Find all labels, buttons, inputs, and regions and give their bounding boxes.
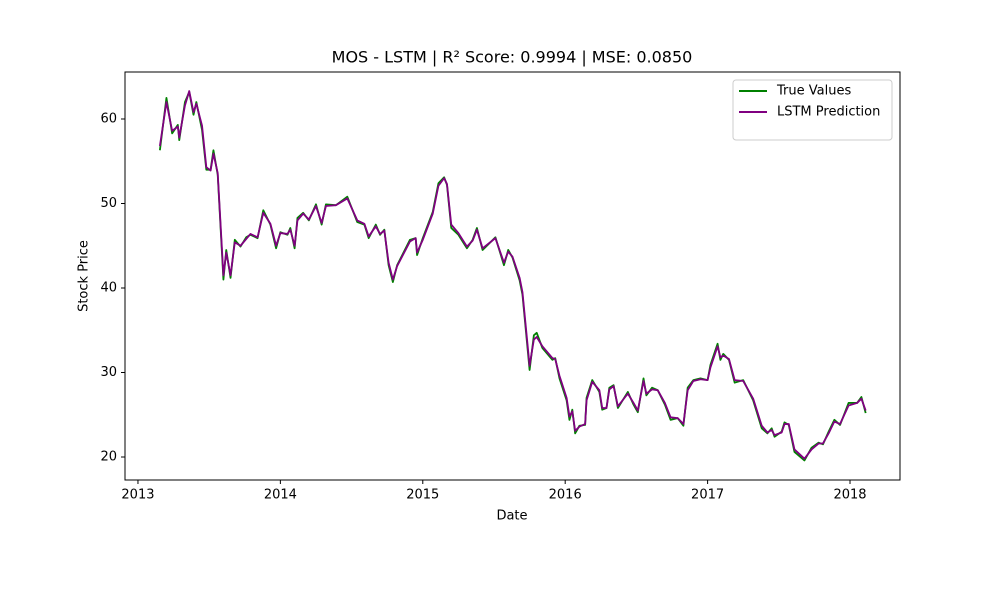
plot-frame [124, 71, 901, 481]
legend-label: LSTM Prediction [777, 105, 880, 120]
series-line [158, 90, 867, 460]
y-tick-label: 60 [100, 111, 117, 126]
x-tick-label: 2018 [833, 488, 866, 503]
legend-label: True Values [776, 84, 851, 99]
y-tick-label: 40 [100, 281, 117, 296]
y-tick-label: 30 [100, 365, 117, 380]
legend-box [732, 79, 893, 141]
x-tick-label: 2017 [691, 488, 724, 503]
x-axis-label: Date [496, 509, 527, 524]
y-tick-label: 20 [100, 450, 117, 465]
x-tick-label: 2015 [406, 488, 439, 503]
y-tick-label: 50 [100, 196, 117, 211]
chart-title: MOS - LSTM | R² Score: 0.9994 | MSE: 0.0… [332, 48, 693, 67]
legend: True Values LSTM Prediction [732, 79, 893, 141]
x-tick-label: 2013 [121, 488, 154, 503]
y-axis-label: Stock Price [77, 240, 92, 312]
x-tick-label: 2016 [549, 488, 582, 503]
x-tick-label: 2014 [264, 488, 297, 503]
